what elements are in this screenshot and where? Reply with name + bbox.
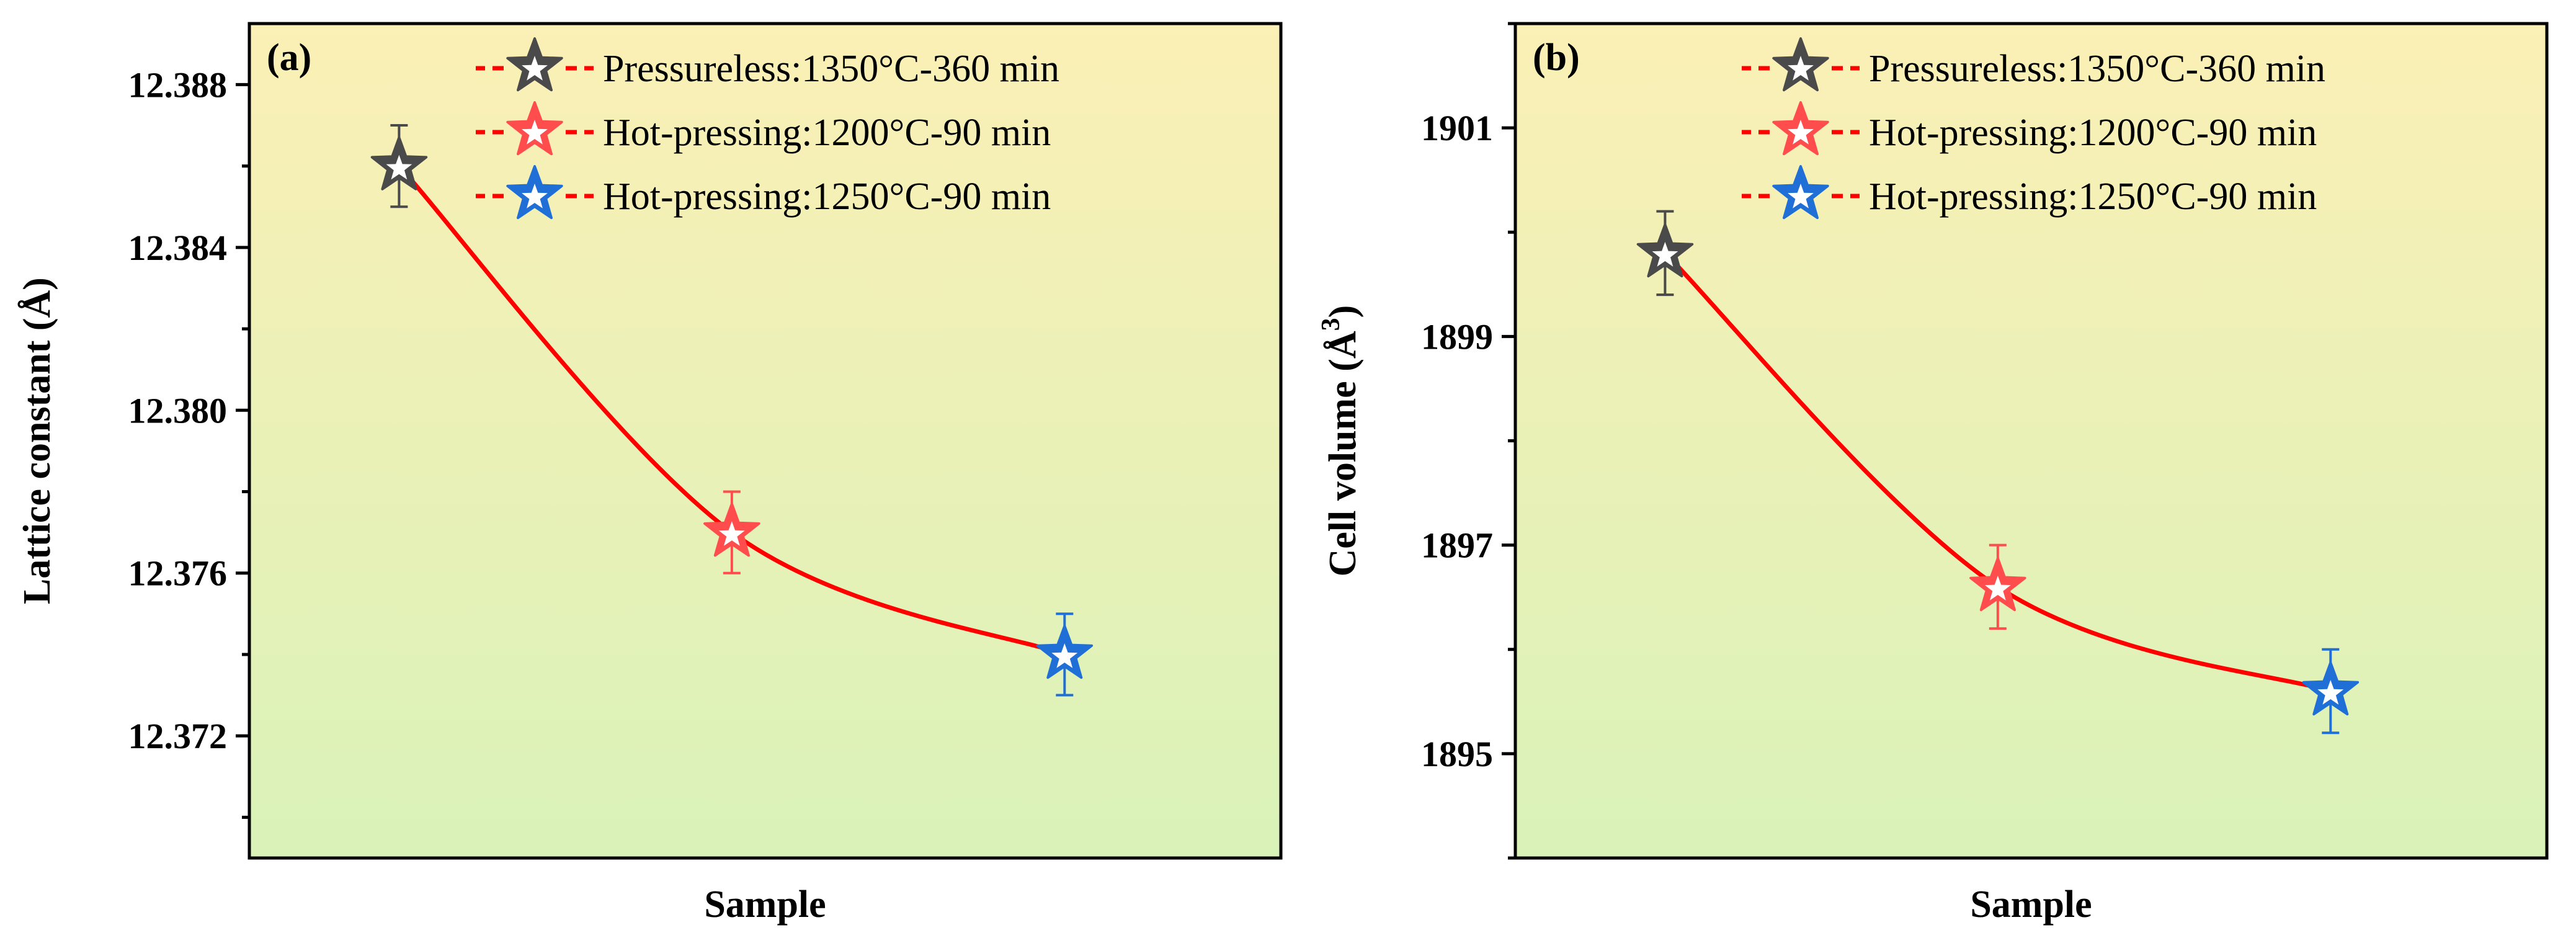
legend-a: Pressureless:1350°C-360 min Hot-pressing:…	[476, 37, 1059, 220]
legend-star-3-inner	[522, 184, 548, 208]
legend-label-3: Hot-pressing:1250°C-90 min	[603, 176, 1051, 218]
legend-star-3	[1772, 165, 1829, 220]
y-tick-label-b: 1899	[1421, 316, 1493, 357]
legend-item-2: Hot-pressing:1200°C-90 min	[476, 101, 1051, 156]
legend-b: Pressureless:1350°C-360 min Hot-pressing:…	[1742, 37, 2325, 220]
y-tick-label-a: 12.376	[128, 553, 228, 594]
chart-panel-a: Pressureless:1350°C-360 min Hot-pressing:…	[16, 22, 1283, 926]
y-tick-label-a: 12.380	[128, 390, 228, 431]
data-point-a-3	[1036, 625, 1094, 679]
data-point-a-1	[370, 136, 428, 190]
data-point-b-2-inner	[1984, 575, 2011, 601]
legend-star-1	[506, 37, 563, 92]
legend-star-3	[506, 165, 563, 220]
legend-label-3: Hot-pressing:1250°C-90 min	[1869, 176, 2317, 218]
y-tick-label-a: 12.384	[128, 228, 228, 268]
legend-item-3: Hot-pressing:1250°C-90 min	[1742, 165, 2317, 220]
axes-frame-a	[247, 22, 1283, 860]
y-axis-title-b: Cell volume (Å3)	[1317, 305, 1364, 577]
y-tick-label-a: 12.372	[128, 716, 228, 756]
data-point-b-1-inner	[1652, 241, 1678, 267]
y-axis-title-close: )	[1322, 305, 1364, 318]
data-point-a-3-inner	[1051, 643, 1078, 668]
data-point-b-1	[1636, 223, 1694, 278]
legend-star-2	[506, 101, 563, 156]
data-point-b-3-inner	[2317, 680, 2344, 705]
data-point-b-3	[2302, 661, 2360, 716]
legend-item-2: Hot-pressing:1200°C-90 min	[1742, 101, 2317, 156]
plot-area-b	[1515, 24, 2547, 858]
y-axis-title-main: Cell volume (Å	[1322, 331, 1364, 576]
data-point-b-2	[1969, 556, 2026, 612]
legend-star-2	[1772, 101, 1829, 156]
panel-label-a: (a)	[267, 37, 311, 79]
legend-item-1: Pressureless:1350°C-360 min	[476, 37, 1059, 92]
legend-label-2: Hot-pressing:1200°C-90 min	[1869, 112, 2317, 154]
x-axis-title-a: Sample	[704, 883, 826, 926]
x-axis-title-b: Sample	[1970, 883, 2092, 926]
legend-item-3: Hot-pressing:1250°C-90 min	[476, 165, 1051, 220]
panel-label-b: (b)	[1533, 37, 1580, 79]
y-tick-label-a: 12.388	[128, 65, 228, 105]
y-tick-label-b: 1895	[1421, 734, 1493, 774]
data-point-a-2	[703, 503, 760, 557]
y-axis-title-sup: 3	[1317, 318, 1345, 331]
chart-panel-b: Pressureless:1350°C-360 min Hot-pressing:…	[1317, 22, 2549, 926]
legend-star-1	[1772, 37, 1829, 92]
data-point-a-1-inner	[386, 154, 412, 180]
legend-item-1: Pressureless:1350°C-360 min	[1742, 37, 2325, 92]
legend-label-2: Hot-pressing:1200°C-90 min	[603, 112, 1051, 154]
legend-star-1-inner	[1788, 56, 1814, 81]
y-tick-label-b: 1901	[1421, 108, 1493, 148]
legend-label-1: Pressureless:1350°C-360 min	[1869, 48, 2325, 90]
data-point-a-2-inner	[718, 521, 745, 546]
y-axis-title-a: Lattice constant (Å)	[16, 277, 58, 604]
legend-star-1-inner	[522, 56, 548, 81]
legend-star-2-inner	[522, 120, 548, 145]
y-tick-label-b: 1897	[1421, 525, 1493, 566]
legend-star-2-inner	[1788, 120, 1814, 145]
legend-label-1: Pressureless:1350°C-360 min	[603, 48, 1059, 90]
legend-star-3-inner	[1788, 184, 1814, 208]
